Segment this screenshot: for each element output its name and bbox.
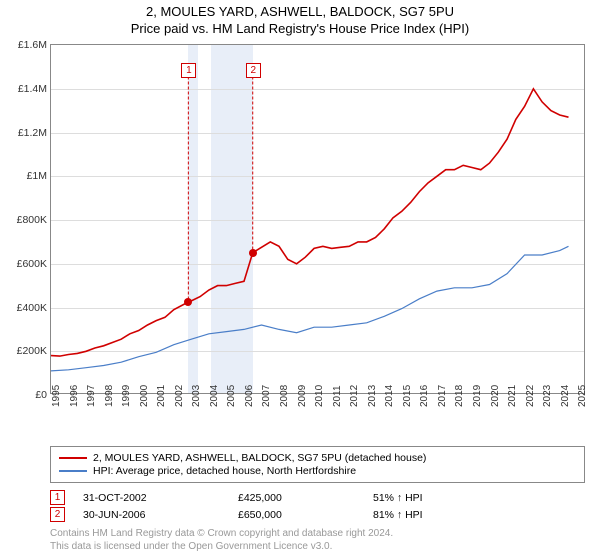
line-svg: [51, 45, 586, 395]
sale-row: 131-OCT-2002£425,00051% ↑ HPI: [50, 490, 585, 505]
footer-line1: Contains HM Land Registry data © Crown c…: [50, 528, 393, 541]
legend-label: 2, MOULES YARD, ASHWELL, BALDOCK, SG7 5P…: [93, 452, 426, 464]
legend-swatch: [59, 457, 87, 459]
sale-date: 31-OCT-2002: [65, 492, 238, 504]
legend-item: 2, MOULES YARD, ASHWELL, BALDOCK, SG7 5P…: [59, 452, 576, 464]
legend-swatch: [59, 470, 87, 472]
sale-hpi: 81% ↑ HPI: [373, 509, 493, 521]
y-axis-label: £0: [3, 389, 47, 401]
sale-point: [184, 298, 192, 306]
chart-area: £0£200K£400K£600K£800K£1M£1.2M£1.4M£1.6M…: [50, 44, 585, 414]
sale-marker: 2: [50, 507, 65, 522]
plot-region: £0£200K£400K£600K£800K£1M£1.2M£1.4M£1.6M…: [50, 44, 585, 394]
title-block: 2, MOULES YARD, ASHWELL, BALDOCK, SG7 5P…: [0, 0, 600, 36]
legend-label: HPI: Average price, detached house, Nort…: [93, 465, 356, 477]
marker-box: 2: [246, 63, 261, 78]
sale-point: [249, 249, 257, 257]
sale-price: £650,000: [238, 509, 373, 521]
legend-item: HPI: Average price, detached house, Nort…: [59, 465, 576, 477]
y-axis-label: £1.4M: [3, 83, 47, 95]
sale-marker: 1: [50, 490, 65, 505]
legend: 2, MOULES YARD, ASHWELL, BALDOCK, SG7 5P…: [50, 446, 585, 483]
series-price_paid: [51, 89, 569, 356]
marker-box: 1: [181, 63, 196, 78]
sales-table: 131-OCT-2002£425,00051% ↑ HPI 230-JUN-200…: [50, 488, 585, 524]
sale-hpi: 51% ↑ HPI: [373, 492, 493, 504]
footer-line2: This data is licensed under the Open Gov…: [50, 541, 393, 554]
x-axis-label: 2025: [577, 385, 600, 407]
chart-container: 2, MOULES YARD, ASHWELL, BALDOCK, SG7 5P…: [0, 0, 600, 560]
sale-price: £425,000: [238, 492, 373, 504]
y-axis-label: £1.2M: [3, 127, 47, 139]
y-axis-label: £1.6M: [3, 39, 47, 51]
sale-row: 230-JUN-2006£650,00081% ↑ HPI: [50, 507, 585, 522]
y-axis-label: £200K: [3, 345, 47, 357]
chart-title-address: 2, MOULES YARD, ASHWELL, BALDOCK, SG7 5P…: [0, 4, 600, 19]
sale-date: 30-JUN-2006: [65, 509, 238, 521]
y-axis-label: £600K: [3, 258, 47, 270]
series-hpi: [51, 246, 569, 371]
footer-attribution: Contains HM Land Registry data © Crown c…: [50, 528, 393, 553]
chart-subtitle: Price paid vs. HM Land Registry's House …: [0, 21, 600, 36]
y-axis-label: £1M: [3, 170, 47, 182]
y-axis-label: £800K: [3, 214, 47, 226]
y-axis-label: £400K: [3, 302, 47, 314]
